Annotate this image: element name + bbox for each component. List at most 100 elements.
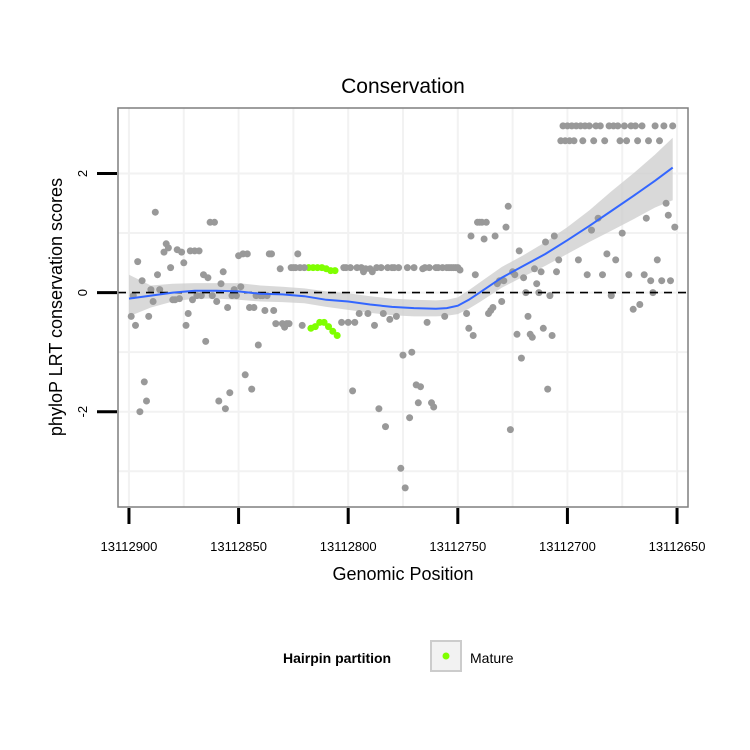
x-tick-label: 13112650 (649, 539, 706, 554)
data-point (570, 137, 578, 145)
data-point (515, 247, 523, 255)
data-point (489, 304, 497, 311)
data-point (224, 304, 232, 311)
data-point (520, 274, 528, 282)
data-point (237, 283, 245, 291)
data-point (294, 250, 302, 258)
mature-point (329, 327, 337, 335)
x-tick-label: 13112900 (101, 539, 158, 554)
data-point (127, 312, 135, 320)
data-point (268, 250, 275, 258)
data-point (596, 122, 604, 130)
data-point (607, 292, 615, 300)
data-point (189, 296, 196, 304)
data-point (634, 137, 642, 145)
data-point (408, 348, 416, 356)
data-point (465, 324, 473, 332)
data-point (195, 247, 203, 255)
data-point (539, 324, 547, 332)
data-point (182, 321, 190, 329)
data-point (623, 137, 631, 145)
data-point (147, 286, 155, 294)
legend-title: Hairpin partition (283, 650, 391, 666)
data-point (550, 232, 558, 240)
data-point (397, 464, 405, 472)
data-point (272, 320, 280, 328)
data-point (553, 268, 560, 276)
data-point (211, 218, 218, 226)
x-axis-title: Genomic Position (332, 564, 473, 584)
data-point (250, 304, 258, 311)
data-point (642, 214, 650, 222)
data-point (603, 250, 611, 258)
data-point (241, 371, 249, 379)
mature-point (320, 318, 328, 326)
data-point (620, 122, 628, 130)
data-point (471, 271, 479, 279)
data-point (590, 137, 598, 145)
data-point (612, 256, 620, 264)
data-point (441, 312, 449, 320)
data-point (647, 277, 655, 285)
data-point (480, 235, 488, 243)
data-point (349, 387, 357, 395)
smooth-line (128, 166, 674, 310)
data-point (524, 312, 532, 320)
data-point (285, 320, 293, 328)
data-point (664, 211, 672, 219)
data-point (638, 122, 646, 130)
x-tick-label: 13112700 (539, 539, 596, 554)
data-point (645, 137, 652, 145)
data-point (631, 122, 639, 130)
data-point (491, 232, 499, 240)
data-point (417, 383, 424, 391)
data-point (640, 271, 648, 279)
data-point (579, 137, 587, 145)
data-point (588, 226, 595, 234)
mature-point (331, 267, 339, 275)
data-point (202, 337, 210, 345)
data-point (382, 423, 389, 431)
data-point (506, 426, 514, 434)
data-point (614, 122, 622, 130)
data-point (667, 277, 674, 285)
data-point (300, 264, 308, 272)
data-point (217, 280, 225, 288)
mature-point (325, 323, 332, 331)
data-point (175, 295, 183, 303)
data-point (143, 397, 150, 405)
data-point (377, 264, 385, 272)
data-point (544, 385, 552, 393)
data-point (338, 318, 346, 326)
data-point (395, 264, 403, 272)
data-point (368, 268, 376, 276)
x-tick-label: 13112850 (210, 539, 267, 554)
data-point (164, 244, 172, 252)
data-point (232, 292, 240, 300)
data-point (585, 122, 593, 130)
data-point (261, 307, 269, 314)
data-point (669, 122, 677, 130)
data-point (583, 271, 591, 279)
data-point (410, 264, 418, 272)
data-point (132, 321, 139, 329)
legend-mature-label: Mature (470, 650, 514, 666)
data-point (618, 229, 626, 237)
data-point (414, 399, 422, 407)
data-point (498, 298, 506, 305)
legend: Hairpin partition Mature (283, 640, 514, 672)
data-point (138, 277, 146, 285)
data-point (154, 271, 161, 279)
data-point (399, 351, 407, 359)
data-point (344, 318, 352, 326)
data-point (517, 354, 525, 362)
y-tick-label: 2 (75, 170, 90, 177)
data-point (145, 312, 153, 320)
data-point (616, 137, 624, 145)
data-point (533, 280, 541, 288)
y-tick-label: -2 (75, 406, 90, 418)
data-point (134, 258, 142, 266)
data-point (469, 332, 477, 339)
data-point (355, 310, 363, 317)
